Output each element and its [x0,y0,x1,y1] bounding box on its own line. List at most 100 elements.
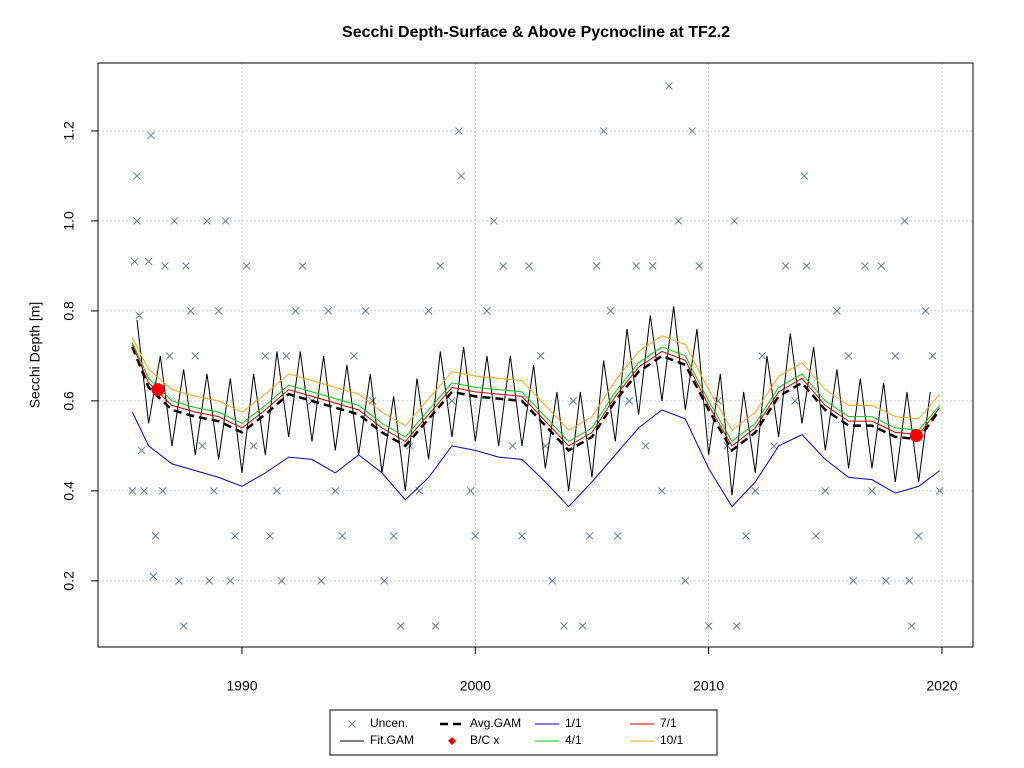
x-marker [742,532,750,540]
x-marker [518,532,526,540]
x-marker [324,307,333,315]
x-marker [203,217,211,225]
legend-label: Avg.GAM [470,716,521,730]
line-series [131,346,941,453]
x-tick-label: 2010 [693,678,724,694]
x-marker [891,352,900,360]
plot-frame [97,62,974,648]
x-marker [606,307,615,315]
x-marker [158,487,167,495]
x-marker [548,577,557,585]
x-marker [298,262,307,270]
x-marker [641,442,650,450]
x-marker [914,532,923,540]
x-marker [291,307,300,315]
line-series [131,409,940,508]
x-marker [149,572,158,581]
x-marker [525,262,533,270]
x-marker [133,172,141,180]
x-marker [266,532,274,540]
x-marker [261,352,270,360]
x-marker [665,82,673,90]
x-marker [448,397,456,405]
x-marker [361,307,370,315]
x-marker [348,720,356,728]
x-marker [781,262,790,270]
x-marker [396,622,405,630]
line-series [131,342,941,443]
x-marker [695,262,704,270]
x-marker [249,442,258,450]
x-marker [599,127,608,135]
y-tick-label: 1.0 [61,211,77,231]
x-marker [585,532,594,540]
x-marker [868,487,876,495]
line-series [131,335,941,431]
y-tick-label: 0.4 [61,481,77,501]
x-marker [758,352,767,360]
x-marker [273,487,281,495]
x-marker [499,262,508,270]
x-marker [833,307,841,315]
x-tick-label: 2020 [926,678,957,694]
x-marker [135,311,144,320]
x-marker [179,622,188,630]
x-marker [907,622,916,630]
scatter-series [128,82,944,630]
legend-label: 7/1 [660,716,677,730]
x-marker [821,487,830,495]
x-marker [935,487,944,495]
x-marker [800,172,809,180]
x-marker [128,487,137,495]
x-marker [242,262,251,270]
x-marker [560,622,568,630]
x-marker [681,577,690,585]
x-marker [133,217,141,225]
x-marker [536,352,545,360]
point [151,383,165,397]
x-marker [802,262,811,270]
x-marker [182,262,190,270]
x-marker [861,262,869,270]
y-axis-label: Secchi Depth [m] [27,302,43,409]
y-tick-label: 0.8 [61,301,77,321]
x-tick-label: 1990 [226,678,257,694]
x-marker [424,307,433,315]
x-marker [389,532,398,540]
legend-label: B/C x [470,733,499,747]
x-marker [732,622,741,630]
legend-box [329,709,718,756]
x-marker [877,262,886,270]
x-marker [688,127,697,135]
x-marker [674,217,683,225]
x-marker [210,487,218,495]
x-marker [431,622,440,630]
x-marker [282,352,291,360]
x-marker [144,257,153,266]
x-marker [350,352,358,360]
x-marker [214,307,223,315]
y-tick-label: 1.2 [61,121,77,141]
x-marker [658,487,666,495]
line-series [136,306,931,496]
x-marker [632,262,641,270]
line-series [131,344,941,447]
x-marker [921,307,930,315]
x-tick-label: 2000 [460,678,491,694]
y-tick-label: 0.6 [61,391,77,411]
x-marker [231,532,239,540]
x-marker [130,257,139,266]
x-marker [625,397,634,405]
y-tick-label: 0.2 [61,571,77,591]
x-marker [508,442,517,450]
x-marker [592,262,601,270]
x-marker [483,307,491,315]
x-marker [704,622,713,630]
x-marker [466,487,475,495]
x-marker [730,217,739,225]
legend-symbol [448,737,456,745]
x-marker [170,217,179,225]
x-marker [165,352,174,360]
